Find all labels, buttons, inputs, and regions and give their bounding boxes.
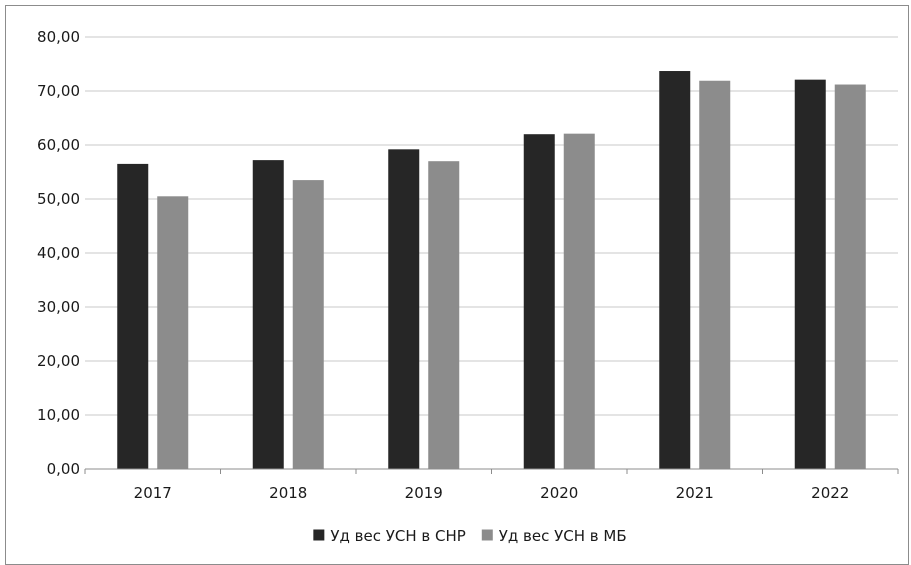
y-tick-label: 30,00 <box>37 298 80 316</box>
bar-series-1-2020 <box>523 134 555 469</box>
bar-chart: 0,00 10,00 20,00 30,00 40,00 50,00 60,00 70,00 8… <box>37 28 899 545</box>
bar-series-2-2018 <box>292 180 324 469</box>
legend: Уд вес УСН в СНР Уд вес УСН в МБ <box>313 527 627 545</box>
bar-series-1-2022 <box>794 79 826 469</box>
axes <box>84 468 899 474</box>
y-tick-label: 70,00 <box>37 82 80 100</box>
bar-series-1-2019 <box>388 149 420 469</box>
y-tick-label: 20,00 <box>37 352 80 370</box>
y-tick-label: 10,00 <box>37 406 80 424</box>
y-tick-label: 40,00 <box>37 244 80 262</box>
bar-series-2-2020 <box>563 133 595 469</box>
y-tick-label: 50,00 <box>37 190 80 208</box>
gridlines <box>85 36 898 416</box>
bar-series-2-2022 <box>834 84 866 470</box>
y-tick-label: 60,00 <box>37 136 80 154</box>
y-tick-label: 80,00 <box>37 28 80 46</box>
bar-series-1-2021 <box>659 71 691 470</box>
bar-series-2-2017 <box>157 196 189 470</box>
x-tick-label: 2017 <box>134 484 172 502</box>
x-tick-label: 2021 <box>676 484 714 502</box>
x-tick-label: 2018 <box>269 484 307 502</box>
x-tick-label: 2019 <box>405 484 443 502</box>
bar-series-2-2021 <box>699 80 731 470</box>
legend-label-series-1: Уд вес УСН в СНР <box>330 527 465 545</box>
x-tick-label: 2022 <box>811 484 849 502</box>
bars <box>117 71 866 470</box>
y-tick-label: 0,00 <box>47 460 80 478</box>
y-axis-tick-labels: 0,00 10,00 20,00 30,00 40,00 50,00 60,00 70,00 8… <box>37 28 80 478</box>
x-tick-label: 2020 <box>540 484 578 502</box>
legend-label-series-2: Уд вес УСН в МБ <box>499 527 627 545</box>
legend-swatch-series-1 <box>313 529 325 541</box>
legend-swatch-series-2 <box>481 529 493 541</box>
x-axis-tick-labels: 2017 2018 2019 2020 2021 2022 <box>134 484 850 502</box>
bar-series-2-2019 <box>428 161 460 469</box>
bar-series-1-2017 <box>117 163 149 469</box>
bar-series-1-2018 <box>252 160 284 469</box>
